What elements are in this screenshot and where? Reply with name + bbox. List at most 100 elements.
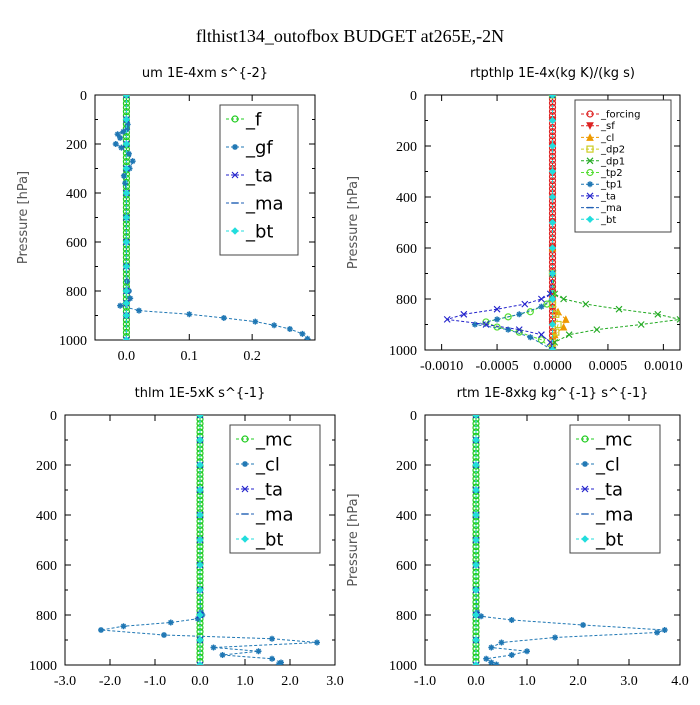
y-tick-label: 400	[396, 191, 417, 206]
data-point	[278, 659, 284, 665]
data-point	[122, 299, 131, 307]
data-point	[219, 652, 226, 658]
data-point	[515, 326, 523, 333]
legend-item: _cl	[581, 133, 614, 144]
x-tick-label: -1.0	[414, 674, 436, 689]
panel-4: rtm 1E-8xkg kg^{-1} s^{-1} Pressure [hPa]…	[346, 386, 689, 689]
series-line	[474, 95, 553, 350]
data-point	[122, 180, 129, 187]
data-point	[472, 436, 480, 444]
series-bt	[196, 415, 204, 665]
legend-marker	[582, 461, 588, 467]
data-point	[548, 269, 557, 278]
data-point	[676, 316, 680, 323]
y-axis-label: Pressure [hPa]	[0, 493, 1, 586]
legend-label: _cl	[600, 133, 614, 144]
y-tick-label: 600	[396, 559, 417, 574]
data-point	[654, 629, 661, 636]
data-point	[508, 617, 515, 623]
data-point	[472, 415, 480, 419]
y-tick-label: 0	[410, 409, 417, 424]
data-point	[548, 262, 557, 270]
data-point	[120, 172, 127, 179]
x-tick-label: 4.0	[671, 674, 689, 689]
data-point	[548, 142, 557, 150]
data-point	[472, 628, 480, 636]
data-point	[548, 283, 557, 291]
legend-item: _ta	[236, 479, 283, 500]
legend-label: _dp1	[600, 156, 625, 167]
data-point	[472, 486, 480, 494]
y-tick-label: 800	[396, 609, 417, 624]
y-tick-label: 600	[36, 559, 57, 574]
data-point	[196, 461, 204, 469]
data-point	[194, 615, 201, 622]
legend-item: _mc	[576, 429, 632, 450]
data-point	[508, 652, 515, 658]
x-tick-label: 0.0	[118, 349, 136, 364]
data-point	[122, 189, 131, 197]
data-point	[186, 311, 193, 318]
legend-item: _forcing	[581, 110, 641, 121]
x-tick-label: 2.0	[569, 674, 587, 689]
x-tick-label: 2.0	[281, 674, 299, 689]
legend-item: _bt	[576, 529, 623, 550]
legend: _forcing_sf_cl_dp2_dp1_tp2_tp1_ta_ma_bt	[574, 99, 672, 233]
x-tick-label: 1.0	[518, 674, 536, 689]
data-point	[122, 158, 131, 166]
data-point	[552, 634, 559, 641]
data-point	[271, 322, 278, 329]
y-tick-label: 400	[396, 509, 417, 524]
legend-label: _bt	[595, 529, 623, 550]
legend-item: _tp1	[581, 180, 623, 191]
data-point	[114, 131, 121, 138]
y-tick-label: 0	[50, 409, 57, 424]
y-tick-label: 800	[36, 609, 57, 624]
legend-marker	[231, 115, 239, 123]
data-point	[560, 295, 567, 303]
data-point	[196, 511, 204, 519]
legend-item: _ta	[226, 165, 273, 186]
legend-label: _mc	[595, 429, 632, 450]
data-point	[196, 536, 204, 544]
data-point	[472, 415, 480, 419]
data-point	[582, 300, 590, 308]
data-point	[269, 635, 275, 642]
legend-marker	[231, 227, 239, 235]
data-point	[161, 632, 167, 638]
data-point	[561, 315, 570, 323]
data-point	[117, 302, 124, 309]
data-point	[196, 628, 204, 636]
x-tick-label: 0.0010	[644, 359, 683, 374]
legend-marker	[581, 535, 589, 543]
data-point	[127, 295, 134, 302]
x-tick-label: -0.0005	[475, 359, 518, 374]
data-point	[516, 311, 523, 318]
data-point	[196, 561, 204, 569]
legend-label: _cl	[595, 454, 620, 475]
y-tick-label: 800	[66, 285, 87, 300]
series-ta	[443, 95, 556, 350]
legend-marker	[586, 168, 594, 177]
legend-item: _cl	[576, 454, 620, 475]
y-axis-label: Pressure [hPa]	[16, 171, 31, 264]
legend-marker	[586, 192, 594, 200]
data-point	[304, 335, 311, 340]
y-tick-label: 200	[36, 459, 57, 474]
legend-item: _gf	[226, 137, 273, 158]
data-point	[538, 303, 545, 310]
data-point	[196, 436, 204, 444]
data-point	[167, 619, 174, 626]
data-point	[196, 636, 204, 644]
legend-item: _ma	[576, 504, 634, 525]
panel-1: um 1E-4xm s^{-2} Pressure [hPa] 0 200 400 600…	[16, 66, 316, 364]
y-tick-label: 400	[66, 187, 87, 202]
data-point	[124, 126, 131, 133]
data-point	[196, 661, 204, 665]
data-point	[521, 300, 529, 308]
series-tp1	[471, 95, 556, 350]
data-point	[549, 95, 556, 99]
y-tick-label: 1000	[59, 334, 87, 349]
data-point	[472, 572, 480, 581]
data-point	[488, 659, 495, 665]
